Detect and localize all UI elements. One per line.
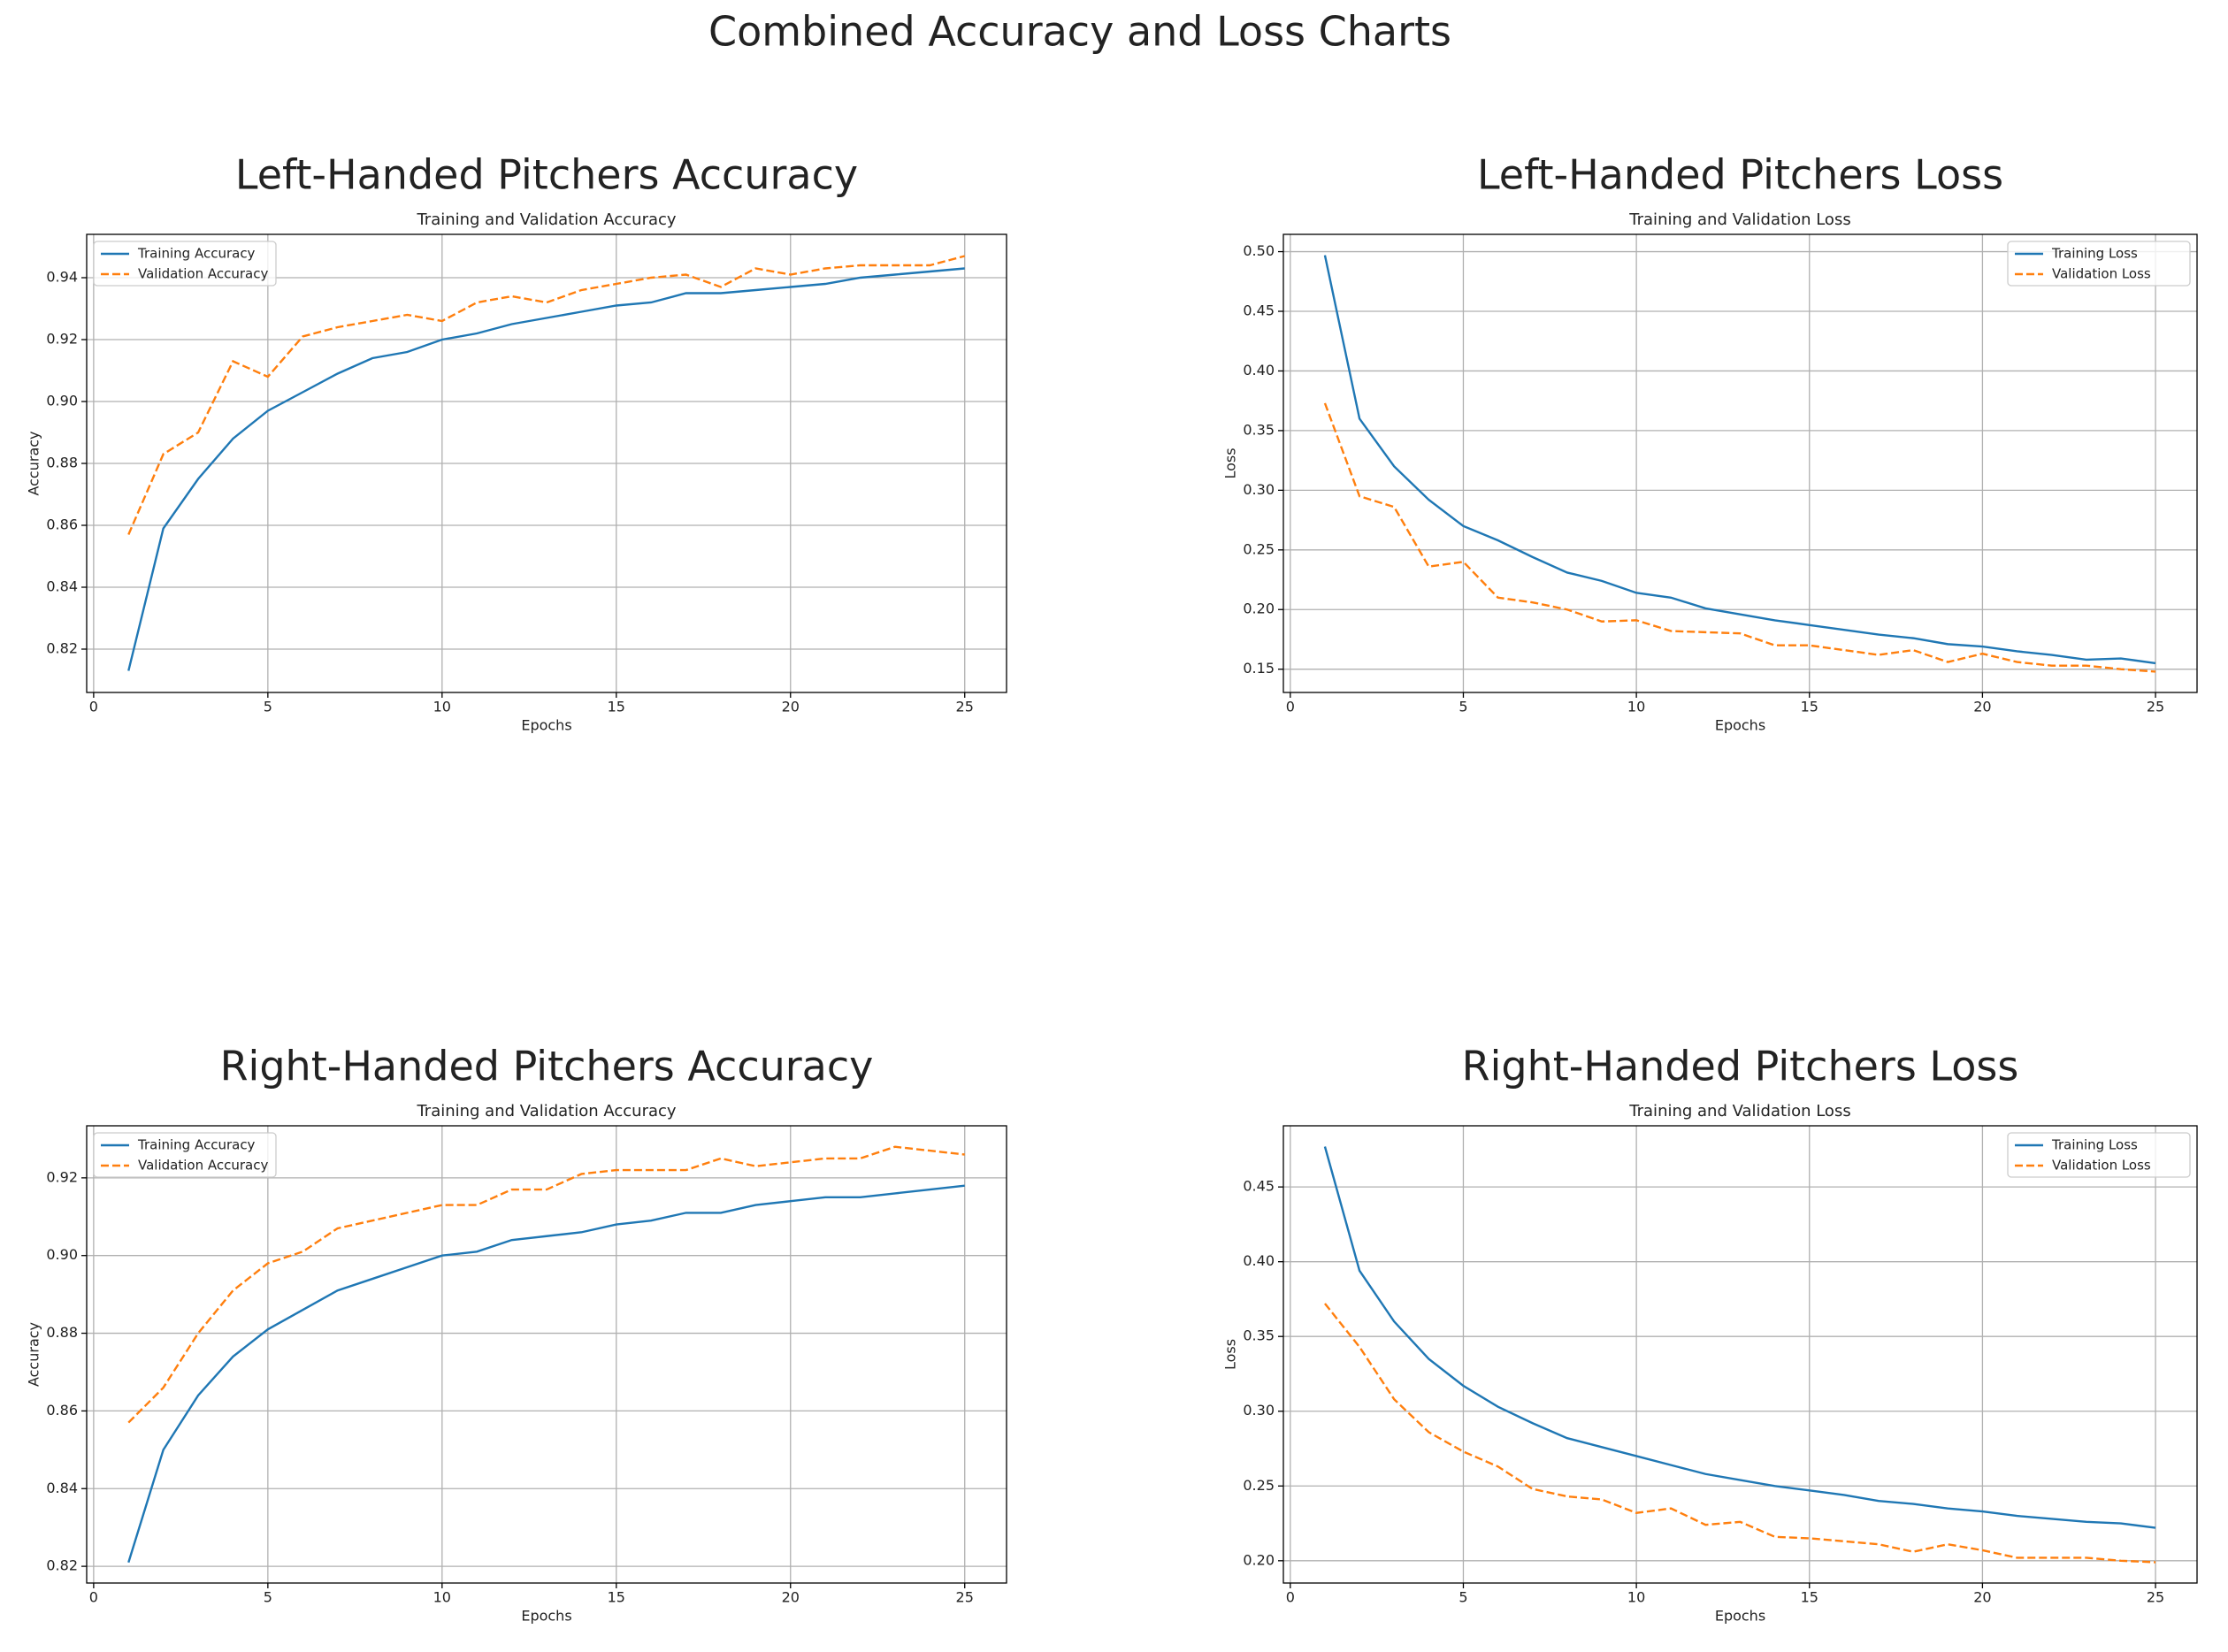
x-tick-label: 20 [1973, 699, 1991, 715]
legend-box [93, 1132, 277, 1178]
x-tick-label: 25 [956, 1589, 974, 1606]
y-tick-label: 0.20 [1243, 600, 1275, 617]
y-tick-label: 0.88 [46, 455, 78, 471]
x-tick-label: 0 [1286, 699, 1295, 715]
series-line [127, 267, 965, 671]
y-tick-label: 0.40 [1243, 362, 1275, 379]
x-axis-label: Epochs [521, 1608, 571, 1625]
legend-label: Training Accuracy [137, 246, 256, 262]
plot-frame [1282, 233, 2198, 693]
legend-label: Training Loss [2051, 1137, 2138, 1153]
chart-title: Right-Handed Pitchers Accuracy [220, 1043, 874, 1090]
legend-label: Validation Loss [2052, 1158, 2151, 1174]
y-tick-label: 0.92 [46, 331, 78, 348]
legend-label: Validation Accuracy [138, 266, 268, 282]
y-tick-label: 0.84 [46, 578, 78, 595]
y-tick-label: 0.30 [1243, 1402, 1275, 1419]
y-tick-label: 0.30 [1243, 481, 1275, 498]
plot-frame [86, 233, 1007, 693]
y-tick-label: 0.86 [46, 1402, 78, 1419]
chart-title: Right-Handed Pitchers Loss [1462, 1043, 2019, 1090]
series-line [1324, 1303, 2156, 1564]
plot-frame [86, 1125, 1007, 1584]
x-tick-label: 5 [264, 699, 272, 715]
x-tick-label: 0 [89, 699, 98, 715]
y-tick-label: 0.94 [46, 269, 78, 286]
x-tick-label: 15 [608, 699, 625, 715]
plot-frame [1282, 1125, 2198, 1584]
series-line [1323, 255, 2156, 665]
x-tick-label: 25 [2147, 699, 2164, 715]
y-axis-label: Loss [1222, 447, 1239, 478]
x-tick-label: 20 [782, 1589, 800, 1606]
y-tick-label: 0.15 [1243, 660, 1275, 677]
y-tick-label: 0.84 [46, 1480, 78, 1496]
y-tick-label: 0.86 [46, 516, 78, 533]
series-line [127, 1184, 965, 1564]
x-tick-label: 10 [1627, 1589, 1645, 1606]
x-tick-label: 10 [1627, 699, 1645, 715]
y-axis-label: Accuracy [26, 431, 42, 495]
chart-title: Left-Handed Pitchers Accuracy [235, 151, 858, 199]
x-tick-label: 5 [1459, 1589, 1467, 1606]
x-axis-label: Epochs [521, 717, 571, 734]
legend-box [2007, 1132, 2191, 1178]
chart-subtitle: Training and Validation Loss [1628, 1102, 1850, 1120]
series-line [127, 1145, 965, 1424]
chart-subtitle: Training and Validation Accuracy [416, 1102, 676, 1120]
chart-subtitle: Training and Validation Accuracy [416, 210, 676, 229]
legend-label: Training Loss [2051, 246, 2138, 262]
y-tick-label: 0.35 [1243, 421, 1275, 438]
x-tick-label: 5 [264, 1589, 272, 1606]
x-tick-label: 0 [89, 1589, 98, 1606]
x-tick-label: 25 [2147, 1589, 2164, 1606]
y-tick-label: 0.88 [46, 1324, 78, 1341]
x-tick-label: 10 [433, 1589, 451, 1606]
x-tick-label: 15 [1801, 699, 1818, 715]
y-tick-label: 0.82 [46, 1557, 78, 1574]
legend-box [93, 241, 277, 287]
y-tick-label: 0.50 [1243, 242, 1275, 259]
legend-label: Validation Loss [2052, 266, 2151, 282]
y-tick-label: 0.92 [46, 1168, 78, 1185]
x-axis-label: Epochs [1715, 717, 1765, 734]
chart-subtitle: Training and Validation Loss [1628, 210, 1850, 229]
y-tick-label: 0.35 [1243, 1327, 1275, 1344]
series-line [1323, 1146, 2156, 1529]
y-tick-label: 0.25 [1243, 1477, 1275, 1494]
x-tick-label: 15 [608, 1589, 625, 1606]
y-axis-label: Accuracy [26, 1322, 42, 1387]
y-tick-label: 0.25 [1243, 540, 1275, 557]
figure-title: Combined Accuracy and Loss Charts [708, 8, 1451, 56]
x-tick-label: 20 [782, 699, 800, 715]
legend-label: Validation Accuracy [138, 1158, 268, 1174]
legend-label: Training Accuracy [137, 1137, 256, 1153]
x-tick-label: 0 [1286, 1589, 1295, 1606]
x-tick-label: 15 [1801, 1589, 1818, 1606]
x-axis-label: Epochs [1715, 1608, 1765, 1625]
y-tick-label: 0.90 [46, 1246, 78, 1263]
chart-title: Left-Handed Pitchers Loss [1477, 151, 2003, 199]
y-tick-label: 0.45 [1243, 302, 1275, 319]
y-tick-label: 0.90 [46, 393, 78, 409]
x-tick-label: 25 [956, 699, 974, 715]
y-tick-label: 0.82 [46, 640, 78, 657]
x-tick-label: 5 [1459, 699, 1467, 715]
y-tick-label: 0.40 [1243, 1252, 1275, 1269]
y-tick-label: 0.20 [1243, 1551, 1275, 1568]
x-tick-label: 20 [1973, 1589, 1991, 1606]
y-tick-label: 0.45 [1243, 1178, 1275, 1195]
series-line [1323, 402, 2156, 673]
y-axis-label: Loss [1222, 1339, 1239, 1370]
x-tick-label: 10 [433, 699, 451, 715]
legend-box [2007, 241, 2191, 287]
series-line [127, 255, 966, 535]
